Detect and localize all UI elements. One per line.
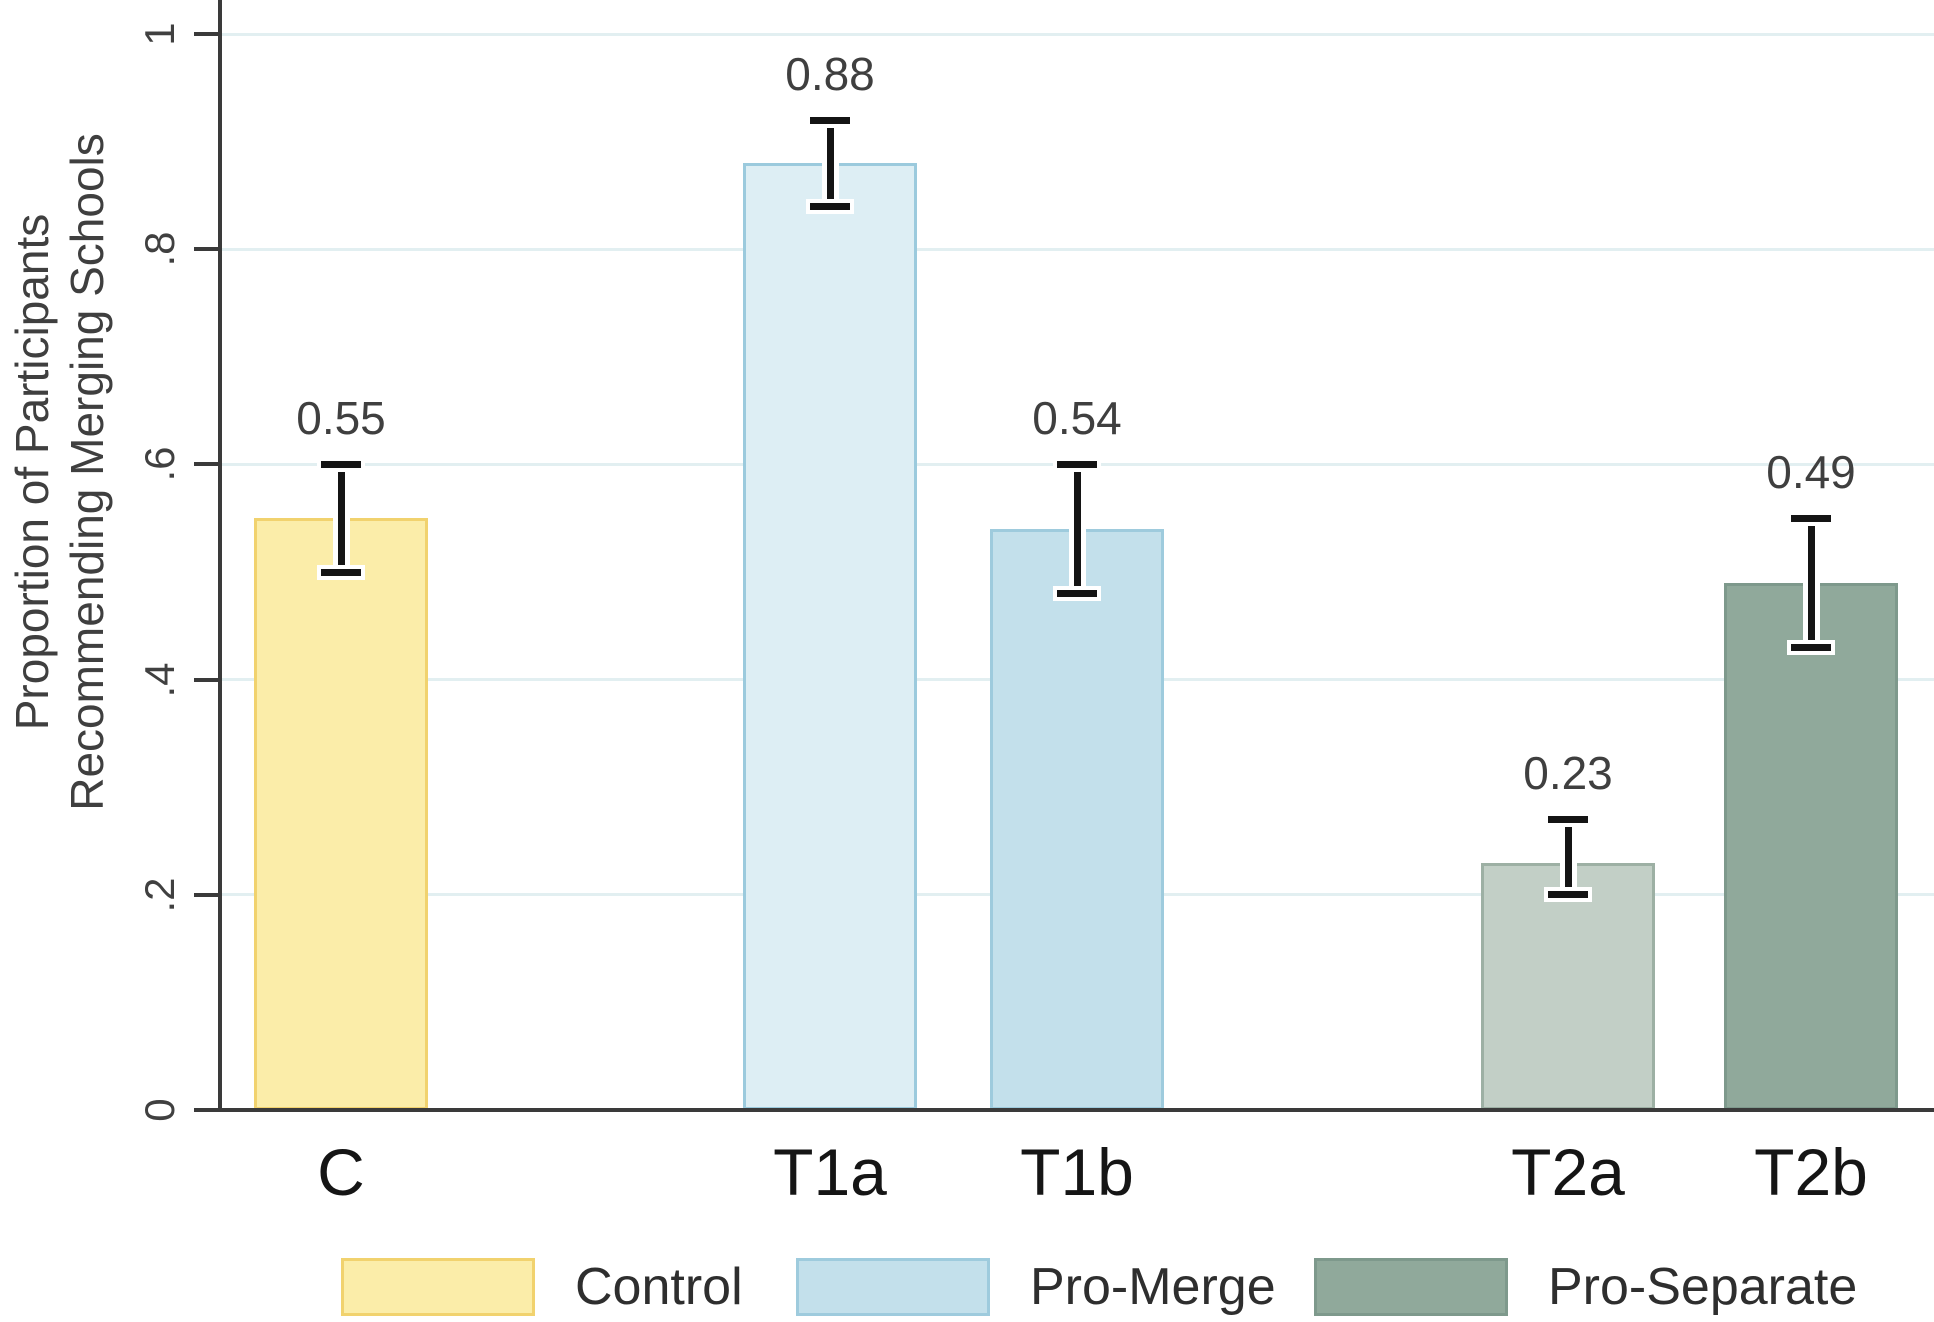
error-bar-line-C [337,464,345,572]
error-bar-cap-top-T1b [1057,460,1097,468]
value-label-T1a: 0.88 [785,48,875,101]
y-tick-.6 [194,462,218,467]
y-tick-label-.4: .4 [136,662,183,698]
error-bar-cap-bottom-T2a [1548,891,1588,899]
y-tick-.8 [194,247,218,252]
error-bar-cap-bottom-C [321,568,361,576]
bar-T1a [743,163,917,1110]
y-tick-.4 [194,677,218,682]
error-bar-line-T1a [826,120,834,207]
legend-label-pro-separate: Pro-Separate [1548,1258,1858,1316]
y-tick-label-.8: .8 [136,231,183,267]
value-label-T2a: 0.23 [1523,747,1613,800]
bar-T1b [990,528,1164,1110]
error-bar-cap-top-C [321,460,361,468]
gridline-.8 [220,247,1934,251]
y-tick-0 [194,1108,218,1112]
legend-swatch-pro-merge [796,1258,990,1316]
error-bar-cap-bottom-T2b [1791,643,1831,651]
x-tick-label-T2b: T2b [1754,1135,1868,1209]
x-tick-label-C: C [317,1135,365,1209]
error-bar-line-T2a [1564,819,1572,895]
legend-swatch-control [341,1258,535,1316]
error-bar-line-T2b [1807,518,1815,648]
bar-T2b [1724,582,1898,1110]
error-bar-cap-top-T2b [1791,514,1831,522]
error-bar-cap-bottom-T1a [810,202,850,210]
y-axis-title: Proportion of Participants Recommending … [5,82,115,862]
bar-T2a [1481,862,1655,1110]
legend-swatch-pro-separate [1314,1258,1508,1316]
y-tick-label-1: 1 [136,22,183,46]
x-tick-label-T1a: T1a [773,1135,887,1209]
y-tick-label-0: 0 [136,1098,183,1122]
gridline-1 [220,32,1934,36]
y-axis-line [218,0,222,1112]
legend-label-control: Control [575,1258,743,1316]
value-label-T1b: 0.54 [1032,392,1122,445]
y-tick-label-.2: .2 [136,877,183,913]
y-axis-title-line-1: Proportion of Participants [6,213,58,731]
error-bar-cap-bottom-T1b [1057,590,1097,598]
error-bar-cap-top-T1a [810,116,850,124]
y-axis-title-line-2: Recommending Merging Schools [61,133,113,811]
x-tick-label-T2a: T2a [1511,1135,1625,1209]
value-label-C: 0.55 [296,392,386,445]
bar-C [254,518,428,1110]
x-tick-label-T1b: T1b [1020,1135,1134,1209]
error-bar-cap-top-T2a [1548,815,1588,823]
y-tick-label-.6: .6 [136,446,183,482]
error-bar-line-T1b [1073,464,1081,594]
y-tick-.2 [194,892,218,897]
y-tick-1 [194,32,218,36]
value-label-T2b: 0.49 [1766,446,1856,499]
legend-label-pro-merge: Pro-Merge [1030,1258,1276,1316]
x-axis-line [218,1108,1934,1112]
